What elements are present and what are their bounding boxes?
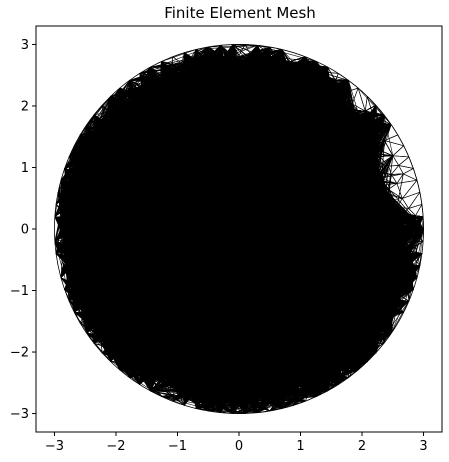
- mesh-triangles: [54, 44, 424, 414]
- chart-title: Finite Element Mesh: [164, 4, 316, 22]
